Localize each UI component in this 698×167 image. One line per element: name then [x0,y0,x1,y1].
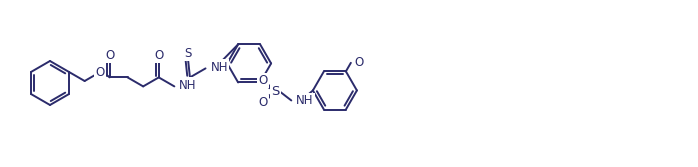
Text: NH: NH [211,61,228,74]
Text: O: O [258,74,267,87]
Text: S: S [184,47,192,60]
Text: O: O [96,65,105,78]
Text: NH: NH [297,94,314,107]
Text: S: S [272,85,280,98]
Text: O: O [154,49,163,62]
Text: O: O [258,96,267,109]
Text: O: O [355,56,364,69]
Text: O: O [105,49,114,62]
Text: NH: NH [179,79,197,92]
